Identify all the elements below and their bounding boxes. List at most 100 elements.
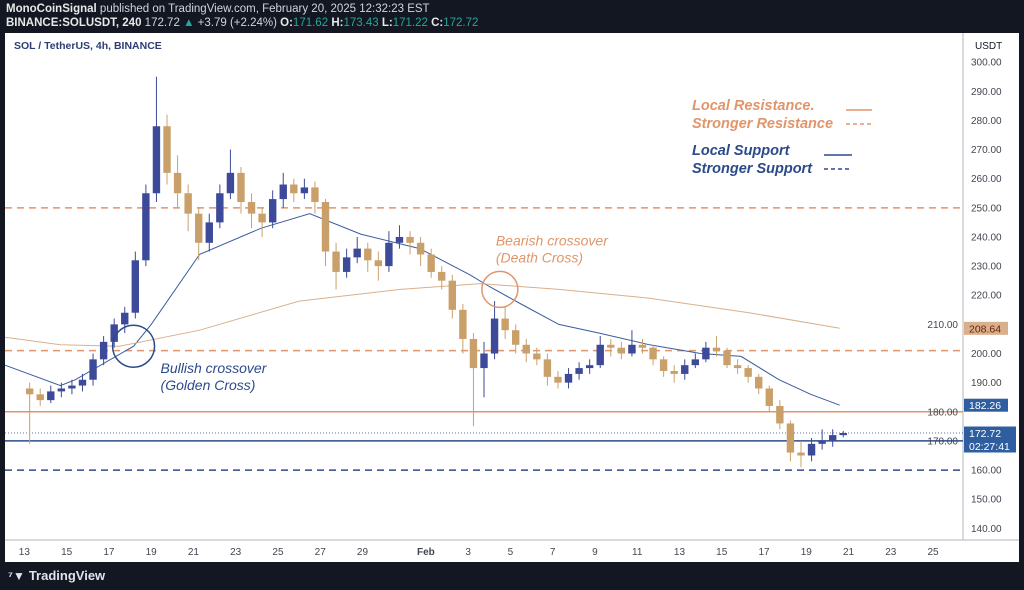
candle-body [57,388,66,392]
y-tick-label: 260.00 [971,174,1002,185]
candle-body [733,365,742,369]
y-tick-label: 250.00 [971,203,1002,214]
candle-body [501,318,509,331]
candle-body [427,254,435,272]
candle-body [755,376,763,389]
annotation-line1: Bearish crossover [496,232,609,248]
candle-body [247,202,256,214]
x-tick-label: 29 [357,547,369,558]
y-tick-label: 180.00 [927,407,958,418]
candle-body [195,213,203,243]
chart-title: SOL / TetherUS, 4h, BINANCE [14,40,162,52]
legend-local-resistance: Local Resistance. [692,98,815,114]
candle-body [797,452,805,456]
candle-body [681,365,689,374]
candle-body [543,359,552,377]
currency-label: USDT [975,41,1002,52]
candle-body [300,187,309,194]
candle-body [163,126,171,173]
x-tick-label: 25 [272,547,284,558]
candle-body [839,433,847,436]
candle-body [47,391,55,401]
candle-body [36,394,44,401]
y-tick-label: 160.00 [971,466,1002,477]
candle-body [279,184,287,200]
y-tick-label: 300.00 [971,58,1002,69]
candle-body [237,172,245,202]
candle-body [585,365,594,369]
candle-body [110,324,118,342]
candle-body [828,435,837,441]
candle-body [512,330,520,345]
candle-body [522,344,530,354]
y-tick-label: 280.00 [971,116,1002,127]
candle-body [670,371,678,374]
chart-panel[interactable] [5,33,1019,562]
crossover-circle [481,270,519,309]
annotation-line2: (Golden Cross) [161,377,256,393]
y-tick-label: 190.00 [971,378,1002,389]
candle-body [268,199,277,223]
x-tick-label: 3 [465,547,471,558]
x-tick-label: 25 [928,547,940,558]
candle-body [776,405,784,424]
y-tick-label: 270.00 [971,145,1002,156]
y-tick-label: 170.00 [927,436,958,447]
close-value: 172.72 [443,17,479,29]
candle-body [459,309,467,339]
x-tick-label: 13 [19,547,31,558]
candle-body [374,260,383,267]
x-tick-label: 17 [758,547,770,558]
candle-body [691,359,700,366]
published-text: published on TradingView.com, February 2… [99,3,430,15]
current-price-label-bg [964,426,1016,453]
triangle-up-icon: ▲ [183,17,195,29]
candle-body [78,379,87,386]
moving-average-slow [4,283,840,347]
x-tick-label: Feb [417,547,435,558]
candle-body [533,353,541,360]
candle-body [353,248,361,258]
candle-body [702,347,710,360]
annotation-line1: Bullish crossover [161,360,268,376]
author: MonoCoinSignal [6,3,97,15]
fast-ma-price-label-bg [964,398,1008,412]
candle-body [448,280,456,310]
candle-body [607,344,615,348]
candle-body [332,251,340,272]
tradingview-logo: ⁷▼ TradingView [8,568,105,583]
candle-body [628,344,636,354]
candle-body [395,236,404,243]
slow-ma-price-label-bg [964,321,1008,335]
current-price-label: 172.72 [969,428,1001,440]
candle-body [765,388,773,406]
candle-body [596,344,604,366]
symbol: BINANCE:SOLUSDT, 240 [6,17,142,29]
brand-text: TradingView [28,568,106,583]
candle-body [649,347,657,360]
candle-body [744,368,752,377]
y-tick-label: 210.00 [927,320,958,331]
x-tick-label: 15 [716,547,728,558]
x-tick-label: 17 [103,547,115,558]
candle-body [89,359,97,380]
x-tick-label: 11 [632,547,643,558]
symbol-info: BINANCE:SOLUSDT, 240 172.72 ▲ +3.79 (+2.… [6,17,479,29]
candle-body [342,257,351,272]
candle-body [216,193,224,223]
candle-body [786,423,795,453]
tradingview-icon: ⁷▼ [8,568,25,583]
candle-body [25,388,34,395]
y-tick-label: 140.00 [971,524,1002,535]
candle-body [321,202,330,252]
open-value: 171.62 [292,17,329,29]
y-tick-label: 220.00 [971,291,1002,302]
x-tick-label: 9 [592,547,598,558]
x-tick-label: 19 [146,547,158,558]
price-change: +3.79 (+2.24%) [197,17,277,29]
candle-body [142,193,150,261]
x-tick-label: 15 [61,547,73,558]
candle-body [258,213,266,223]
slow-ma-price-label: 208.64 [969,323,1001,335]
